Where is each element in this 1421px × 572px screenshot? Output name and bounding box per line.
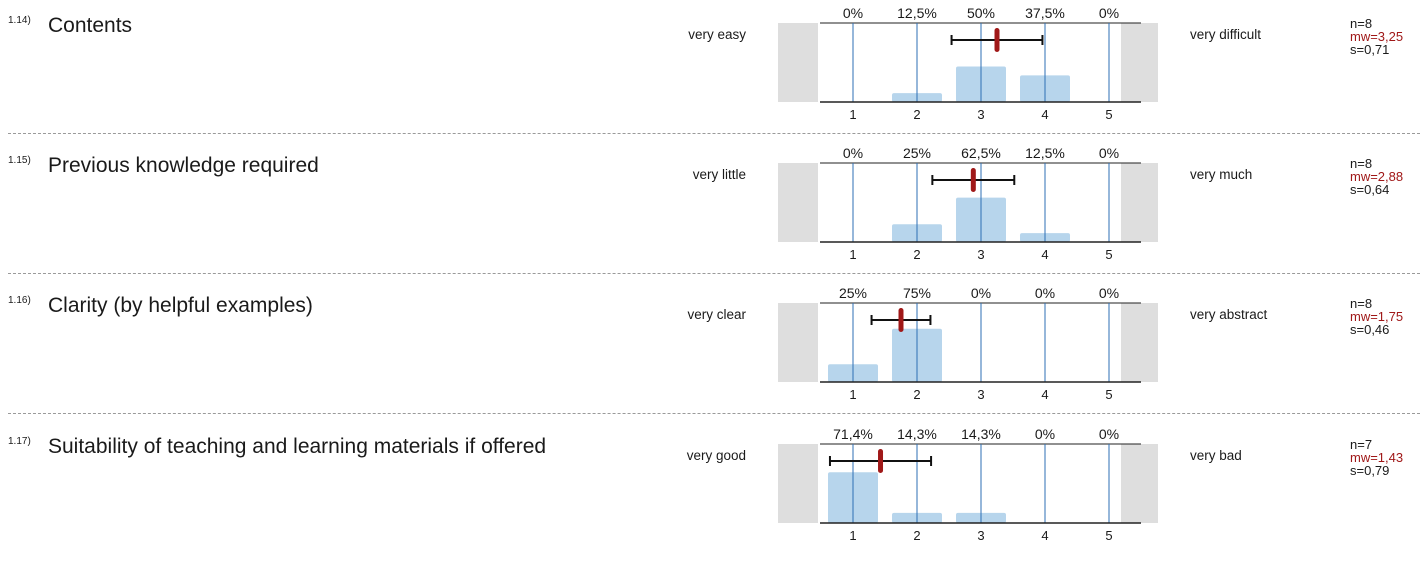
percent-label: 14,3% [897, 426, 937, 442]
left-gray-box [778, 303, 818, 382]
left-gray-box [778, 23, 818, 102]
percent-label: 0% [1099, 285, 1119, 301]
stats-block: n=8 mw=3,25 s=0,71 [1350, 17, 1403, 56]
scale-right-label: very much [1190, 167, 1253, 182]
scale-tick-label: 2 [913, 387, 920, 402]
row-separator [8, 413, 1420, 414]
right-gray-box [1121, 444, 1158, 523]
percent-label: 0% [1035, 285, 1055, 301]
right-gray-box [1121, 303, 1158, 382]
scale-tick-label: 3 [977, 247, 984, 262]
percent-label: 0% [1099, 426, 1119, 442]
scale-tick-label: 3 [977, 107, 984, 122]
mean-marker [994, 28, 1000, 52]
question-title: Suitability of teaching and learning mat… [48, 435, 547, 458]
right-gray-box [1121, 23, 1158, 102]
percent-label: 0% [843, 5, 863, 21]
distribution-chart: 0% 12,5% 50% 37,5% 0% 1 2 3 4 5 [778, 5, 1158, 122]
stat-sd: s=0,79 [1350, 463, 1390, 478]
mean-marker [878, 449, 884, 473]
scale-tick-label: 1 [849, 387, 856, 402]
percent-label: 0% [1099, 145, 1119, 161]
scale-tick-label: 4 [1041, 528, 1048, 543]
percent-label: 12,5% [1025, 145, 1065, 161]
right-gray-box [1121, 163, 1158, 242]
percent-label: 0% [971, 285, 991, 301]
question-number: 1.15) [8, 155, 31, 166]
scale-tick-label: 2 [913, 247, 920, 262]
scale-tick-label: 3 [977, 528, 984, 543]
percent-label: 25% [839, 285, 867, 301]
stat-mean: mw=2,88 [1350, 169, 1404, 184]
percent-label: 0% [1035, 426, 1055, 442]
scale-left-label: very little [692, 167, 746, 182]
question-title: Contents [48, 14, 133, 37]
distribution-chart: 0% 25% 62,5% 12,5% 0% 1 2 3 4 5 [778, 145, 1158, 262]
mean-marker [970, 168, 976, 192]
stat-mean: mw=1,75 [1350, 309, 1404, 324]
scale-tick-label: 1 [849, 247, 856, 262]
question-title: Previous knowledge required [48, 154, 319, 177]
question-row: 1.17) Suitability of teaching and learnin… [0, 421, 1421, 559]
scale-tick-label: 2 [913, 528, 920, 543]
row-separator [8, 133, 1420, 134]
percent-label: 12,5% [897, 5, 937, 21]
percent-label: 37,5% [1025, 5, 1065, 21]
scale-tick-label: 5 [1105, 387, 1112, 402]
scale-tick-label: 4 [1041, 387, 1048, 402]
percent-label: 71,4% [833, 426, 873, 442]
percent-label: 0% [1099, 5, 1119, 21]
scale-tick-label: 5 [1105, 247, 1112, 262]
scale-right-label: very difficult [1190, 27, 1262, 42]
stat-n: n=8 [1350, 156, 1373, 171]
percent-label: 14,3% [961, 426, 1001, 442]
stat-sd: s=0,71 [1350, 42, 1390, 57]
percent-label: 0% [843, 145, 863, 161]
question-row: 1.16) Clarity (by helpful examples) very c… [0, 280, 1421, 418]
scale-left-label: very good [686, 448, 746, 463]
row-separator [8, 273, 1420, 274]
question-row: 1.15) Previous knowledge required very lit… [0, 140, 1421, 278]
stat-sd: s=0,64 [1350, 182, 1390, 197]
stat-n: n=8 [1350, 16, 1373, 31]
mean-marker [898, 308, 904, 332]
left-gray-box [778, 163, 818, 242]
stat-sd: s=0,46 [1350, 322, 1390, 337]
percent-label: 75% [903, 285, 931, 301]
stat-mean: mw=3,25 [1350, 29, 1404, 44]
question-title: Clarity (by helpful examples) [48, 294, 313, 317]
scale-tick-label: 5 [1105, 528, 1112, 543]
scale-left-label: very easy [688, 27, 746, 42]
scale-tick-label: 4 [1041, 107, 1048, 122]
scale-left-label: very clear [687, 307, 746, 322]
scale-tick-label: 5 [1105, 107, 1112, 122]
distribution-chart: 71,4% 14,3% 14,3% 0% 0% 1 2 3 4 5 [778, 426, 1158, 543]
percent-label: 62,5% [961, 145, 1001, 161]
question-row: 1.14) Contents very easy very difficult n=8 m… [0, 0, 1421, 138]
stat-n: n=7 [1350, 437, 1373, 452]
question-number: 1.17) [8, 436, 31, 447]
stat-n: n=8 [1350, 296, 1373, 311]
stat-mean: mw=1,43 [1350, 450, 1404, 465]
scale-right-label: very abstract [1190, 307, 1268, 322]
stats-block: n=7 mw=1,43 s=0,79 [1350, 438, 1403, 477]
scale-tick-label: 1 [849, 528, 856, 543]
question-number: 1.16) [8, 295, 31, 306]
scale-tick-label: 2 [913, 107, 920, 122]
question-number: 1.14) [8, 15, 31, 26]
distribution-chart: 25% 75% 0% 0% 0% 1 2 3 4 5 [778, 285, 1158, 402]
stats-block: n=8 mw=2,88 s=0,64 [1350, 157, 1403, 196]
scale-right-label: very bad [1190, 448, 1242, 463]
stats-block: n=8 mw=1,75 s=0,46 [1350, 297, 1403, 336]
scale-tick-label: 4 [1041, 247, 1048, 262]
scale-tick-label: 3 [977, 387, 984, 402]
scale-tick-label: 1 [849, 107, 856, 122]
left-gray-box [778, 444, 818, 523]
percent-label: 50% [967, 5, 995, 21]
percent-label: 25% [903, 145, 931, 161]
